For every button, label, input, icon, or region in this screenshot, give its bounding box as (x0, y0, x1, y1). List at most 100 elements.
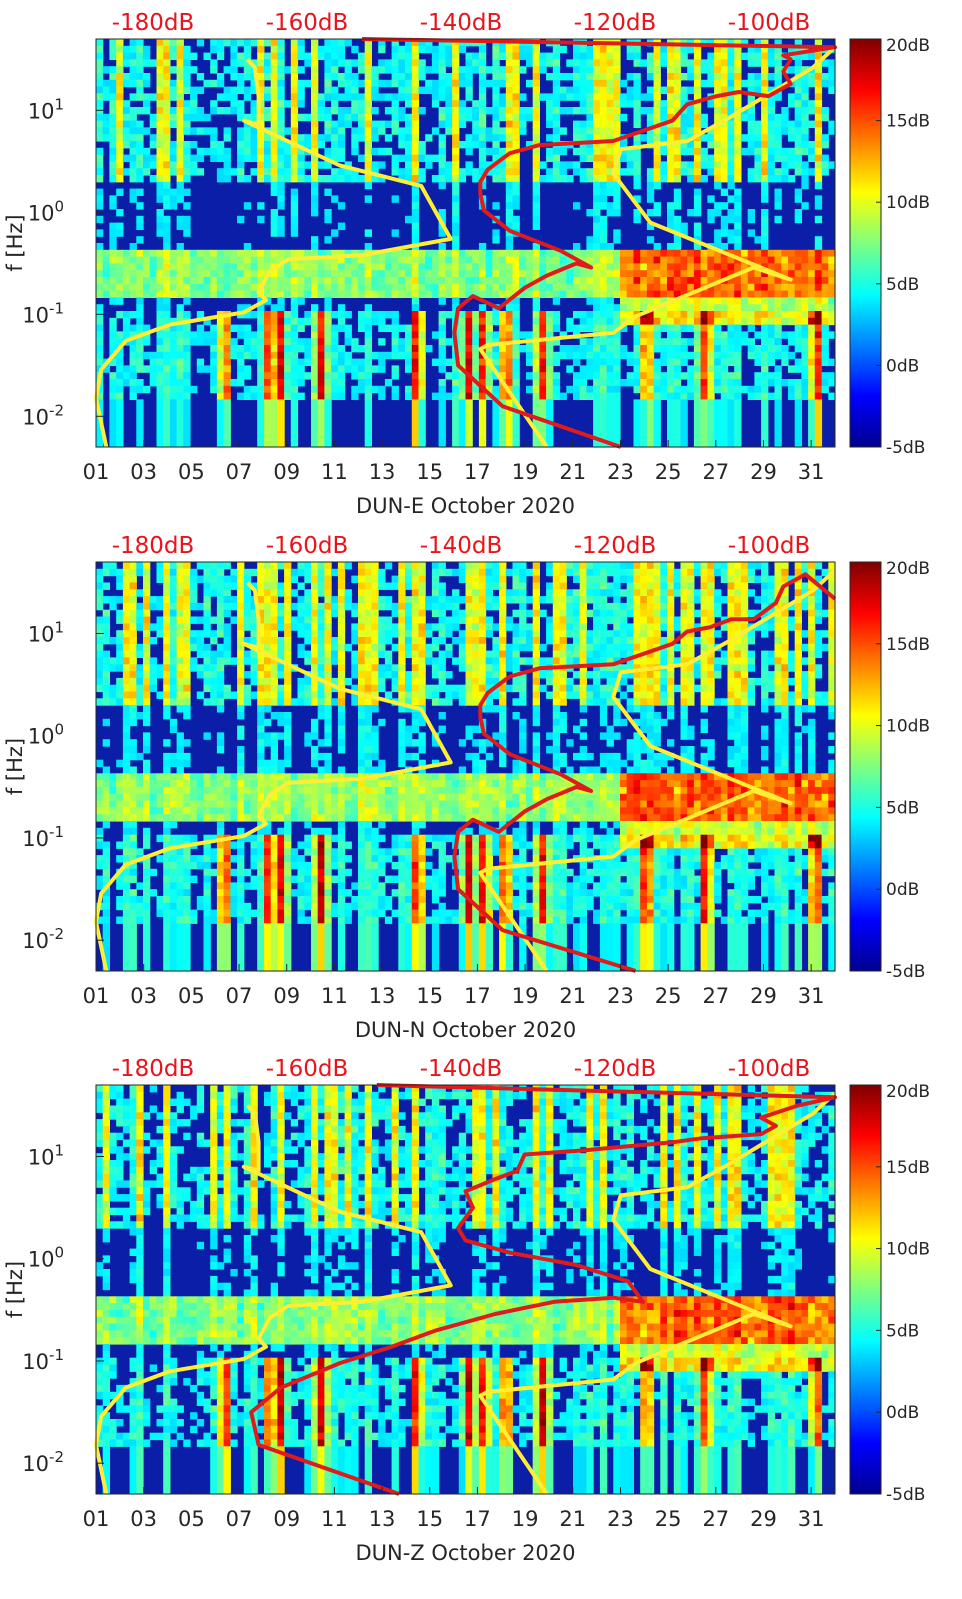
spectrogram-cell (122, 800, 131, 808)
spectrogram-cell (613, 141, 621, 149)
spectrogram-cell (653, 147, 661, 156)
spectrogram-cell (532, 168, 540, 176)
spectrogram-cell (465, 324, 473, 332)
spectrogram-cell (284, 379, 292, 387)
spectrogram-cell (512, 317, 520, 326)
spectrogram-cell (606, 175, 614, 183)
spectrogram-cell (593, 154, 601, 162)
spectrogram-cell (734, 45, 742, 54)
spectrogram-cell (505, 127, 514, 135)
spectrogram-cell (781, 263, 789, 271)
spectrogram-cell (176, 433, 184, 441)
spectrogram-cell (452, 419, 460, 428)
spectrogram-cell (116, 365, 124, 373)
spectrogram-cell (747, 168, 755, 176)
spectrogram-cell (626, 52, 634, 60)
spectrogram-cell (653, 277, 661, 285)
spectrogram-cell (801, 277, 809, 285)
spectrogram-cell (96, 875, 104, 883)
spectrogram-cell (740, 39, 749, 47)
spectrogram-cell (754, 59, 762, 67)
spectrogram-cell (96, 684, 104, 693)
spectrogram-cell (667, 358, 675, 366)
spectrogram-cell (317, 113, 325, 122)
spectrogram-cell (579, 290, 587, 298)
spectrogram-cell (257, 324, 265, 332)
spectrogram-cell (788, 290, 796, 298)
spectrogram-cell (418, 147, 426, 156)
spectrogram-cell (458, 426, 467, 434)
spectrogram-cell (801, 93, 809, 101)
spectrogram-cell (344, 338, 352, 346)
spectrogram-cell (727, 120, 735, 128)
spectrogram-cell (378, 263, 386, 271)
spectrogram-cell (606, 100, 614, 108)
spectrogram-cell (196, 263, 205, 271)
spectrogram-cell (243, 243, 252, 251)
spectrogram-cell (311, 100, 319, 108)
spectrogram-cell (599, 270, 608, 278)
spectrogram-cell (546, 175, 554, 183)
spectrogram-cell (579, 283, 587, 292)
spectrogram-cell (606, 147, 614, 156)
spectrogram-cell (646, 399, 655, 407)
spectrogram-cell (472, 120, 480, 128)
spectrogram-cell (828, 331, 836, 339)
spectrogram-cell (216, 270, 225, 278)
spectrogram-cell (425, 270, 433, 278)
spectrogram-cell (317, 426, 325, 434)
spectrogram-cell (552, 283, 561, 292)
spectrogram-cell (116, 609, 124, 618)
spectrogram-cell (257, 161, 265, 169)
spectrogram-cell (633, 277, 641, 285)
spectrogram-cell (210, 385, 218, 394)
spectrogram-cell (364, 311, 372, 319)
spectrogram-cell (714, 290, 722, 298)
spectrogram-cell (136, 909, 144, 917)
spectrogram-cell (653, 385, 661, 394)
spectrogram-cell (552, 392, 561, 400)
spectrogram-cell (747, 317, 755, 326)
spectrogram-cell (747, 52, 755, 60)
spectrogram-cell (727, 181, 735, 190)
spectrogram-cell (169, 345, 178, 353)
spectrogram-cell (351, 45, 359, 54)
spectrogram-cell (452, 290, 460, 298)
spectrogram-cell (411, 345, 420, 353)
spectrogram-cell (210, 66, 218, 74)
spectrogram-cell (163, 575, 171, 583)
spectrogram-cell (626, 161, 634, 169)
spectrogram-cell (297, 113, 305, 122)
spectrogram-cell (116, 643, 124, 652)
spectrogram-cell (465, 86, 473, 94)
spectrogram-cell (176, 304, 184, 312)
spectrogram-cell (96, 120, 104, 128)
spectrogram-cell (277, 52, 285, 60)
spectrogram-cell (364, 256, 372, 264)
spectrogram-cell (673, 426, 682, 434)
spectrogram-cell (599, 52, 608, 60)
spectrogram-cell (196, 73, 205, 81)
spectrogram-cell (391, 107, 399, 115)
spectrogram-cell (337, 351, 346, 360)
spectrogram-cell (472, 263, 480, 271)
spectrogram-cell (364, 134, 372, 142)
spectrogram-cell (767, 168, 776, 176)
spectrogram-cell (411, 175, 420, 183)
spectrogram-cell (794, 249, 802, 258)
spectrogram-cell (163, 120, 171, 128)
spectrogram-cell (237, 392, 245, 400)
spectrogram-cell (324, 413, 332, 421)
spectrogram-cell (761, 141, 769, 149)
spectrogram-cell (324, 290, 332, 298)
spectrogram-cell (452, 406, 460, 414)
spectrogram-cell (740, 311, 749, 319)
spectrogram-cell (156, 100, 164, 108)
spectrogram-cell (358, 120, 366, 128)
spectrogram-cell (149, 134, 157, 142)
spectrogram-cell (821, 59, 829, 67)
spectrogram-cell (539, 345, 547, 353)
spectrogram-cell (122, 868, 131, 877)
spectrogram-cell (640, 283, 648, 292)
spectrogram-cell (727, 100, 735, 108)
